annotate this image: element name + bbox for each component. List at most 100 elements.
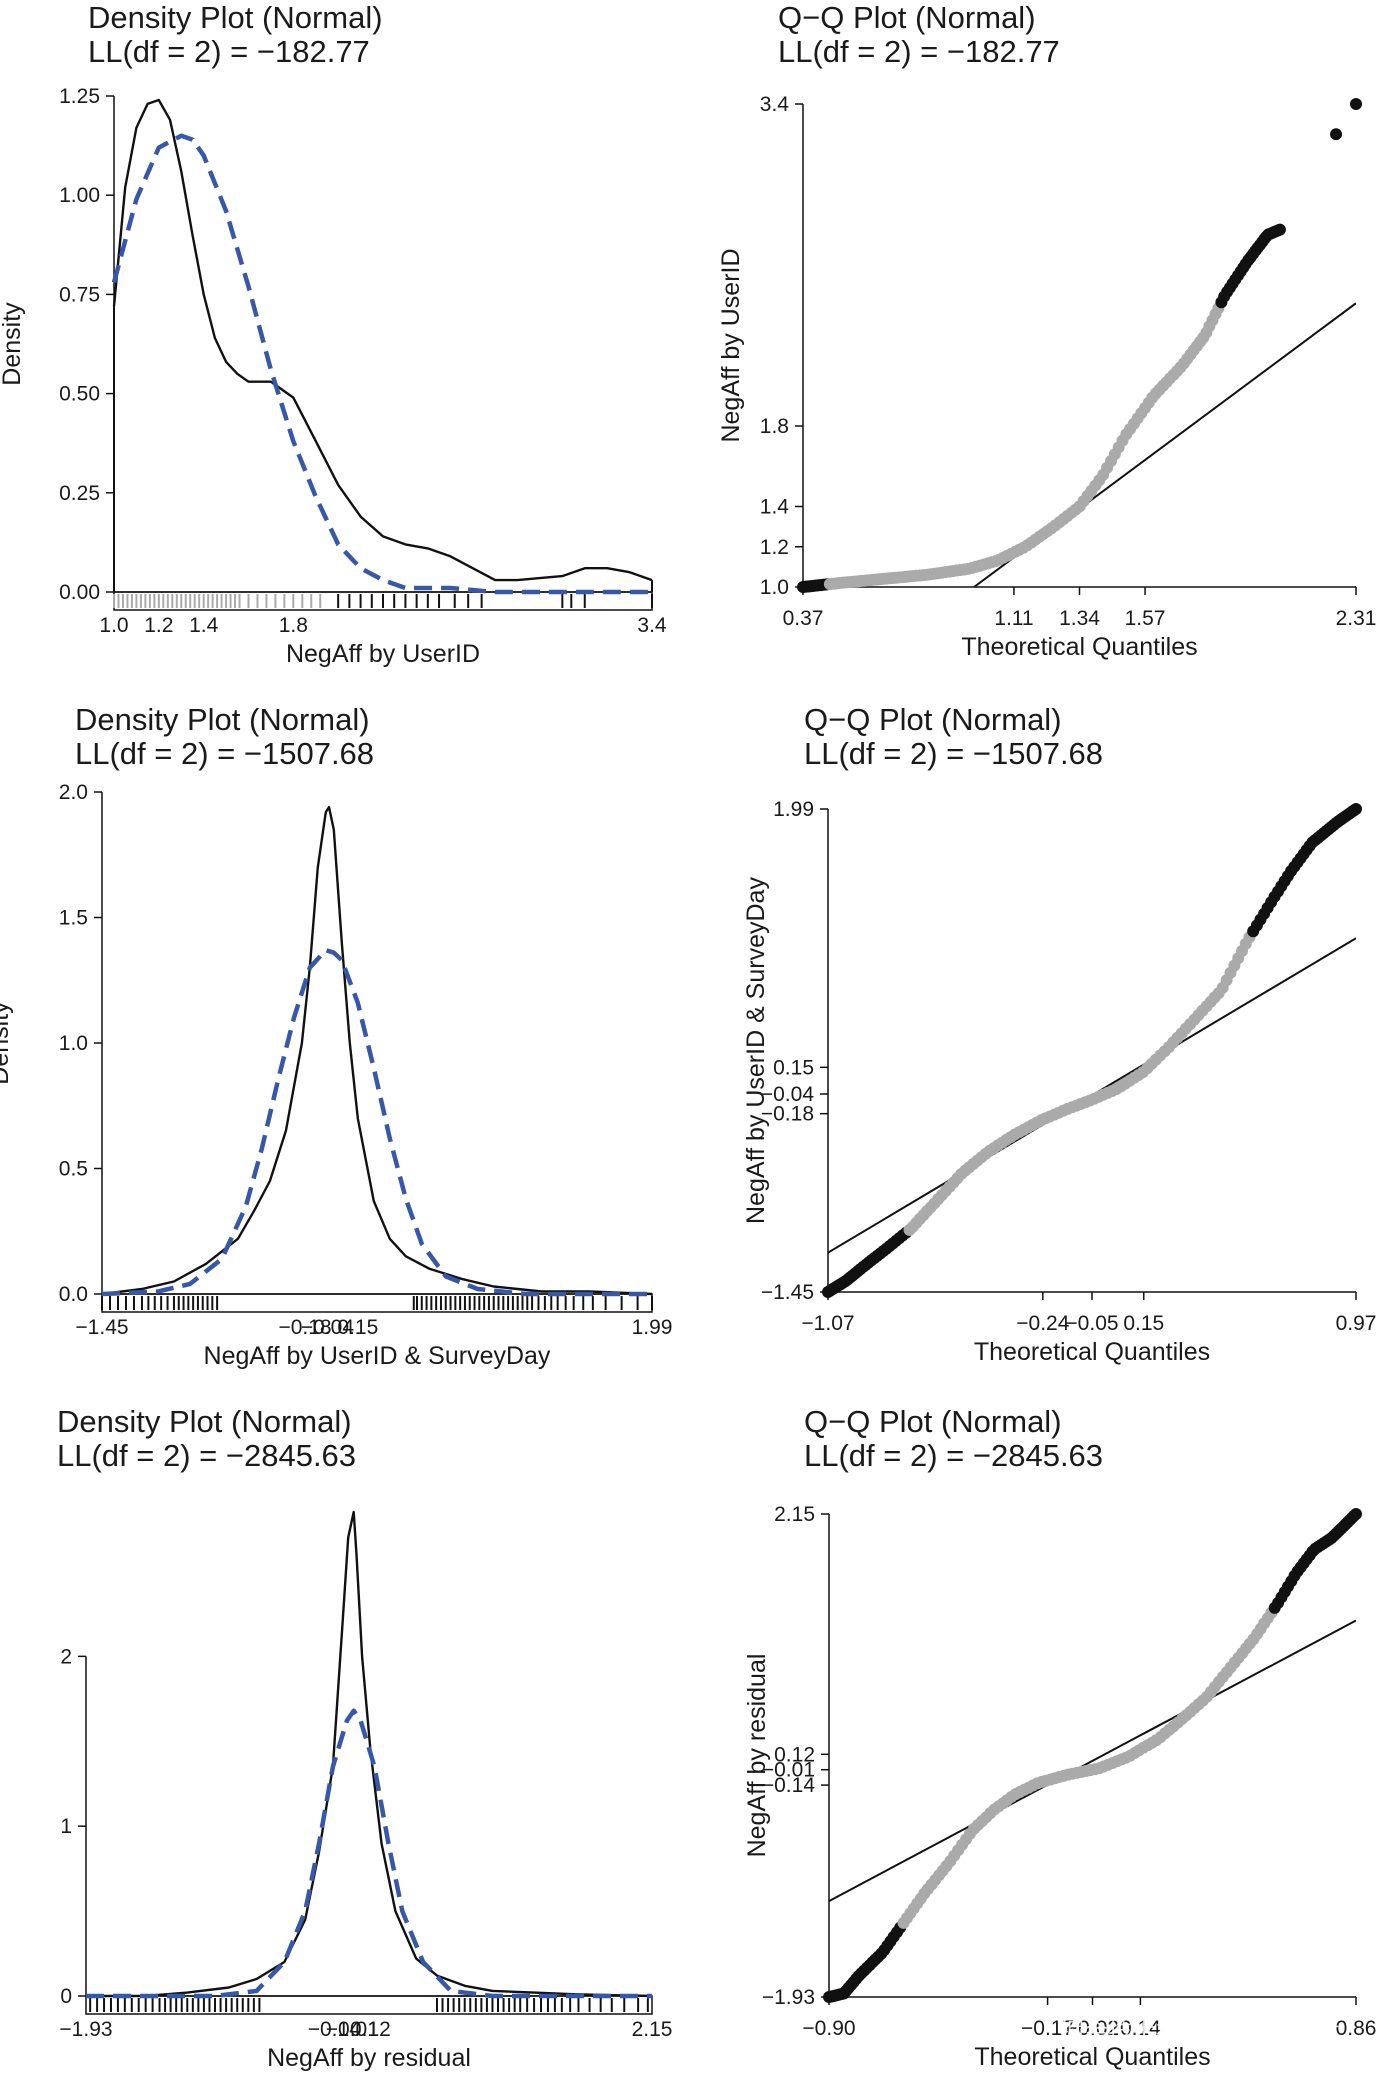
x-tick-label: 0.97 [1336, 1312, 1377, 1335]
chart-subtitle: LL(df = 2) = −2845.63 [57, 1438, 356, 1473]
x-tick-label: 1.34 [1059, 607, 1100, 630]
x-tick-label: 1.0 [99, 614, 128, 637]
x-tick-label: −0.17 [1021, 2017, 1074, 2040]
x-tick-label: 2.15 [632, 2018, 673, 2041]
x-tick-label: 0.15 [337, 1316, 378, 1339]
y-tick-label: 1.25 [59, 85, 100, 108]
y-tick-label: 1 [60, 1815, 72, 1838]
y-tick-label: −0.04 [761, 1083, 814, 1106]
panel-qq-1: Q−Q Plot (Normal)LL(df = 2) = −182.77 1.0… [717, 0, 1376, 661]
x-tick-label: 1.8 [279, 614, 308, 637]
y-axis-label: Density [0, 302, 26, 386]
chart-subtitle: LL(df = 2) = −1507.68 [75, 736, 374, 771]
y-tick-label: 1.2 [760, 536, 789, 559]
y-tick-label: 1.5 [59, 907, 88, 930]
x-tick-label: −0.04 [301, 1316, 354, 1339]
y-tick-label: 1.0 [760, 576, 789, 599]
normal-fit-curve [101, 947, 652, 1297]
chart-subtitle: LL(df = 2) = −1507.68 [804, 736, 1103, 771]
y-tick-label: 2.0 [59, 781, 88, 804]
x-tick-label: 1.2 [144, 614, 173, 637]
x-tick-label: 3.4 [637, 614, 667, 637]
chart-subtitle: LL(df = 2) = −2845.63 [804, 1438, 1103, 1473]
y-axis-label: Density [0, 1001, 14, 1085]
panel-density-1: Density Plot (Normal)LL(df = 2) = −182.7… [0, 0, 667, 668]
x-tick-label: 1.4 [189, 614, 219, 637]
y-axis-label: NegAff by residual [743, 1654, 771, 1858]
x-axis-label: NegAff by UserID & SurveyDay [204, 1342, 551, 1370]
qq-point [1350, 1508, 1362, 1520]
y-tick-label: 0.50 [59, 383, 100, 406]
chart-title: Q−Q Plot (Normal) [804, 702, 1062, 737]
x-tick-label: −1.93 [59, 2018, 112, 2041]
kernel-density-curve [101, 805, 653, 1296]
y-tick-label: −1.45 [761, 1281, 814, 1304]
y-tick-label: 0.25 [59, 482, 100, 505]
x-tick-label: −0.24 [1016, 1312, 1069, 1335]
y-tick-label: 1.99 [773, 798, 814, 821]
y-axis-label: NegAff by UserID & SurveyDay [742, 877, 770, 1224]
x-tick-label: 0.12 [350, 2018, 391, 2041]
y-tick-label: −0.14 [762, 1774, 815, 1797]
y-tick-label: −1.93 [762, 1986, 815, 2009]
qq-point [1330, 128, 1343, 141]
y-tick-label: 0.5 [59, 1158, 88, 1181]
x-axis-label: Theoretical Quantiles [974, 1338, 1210, 1366]
panel-density-3: Density Plot (Normal)LL(df = 2) = −2845.… [57, 1404, 673, 2072]
y-tick-label: 1.4 [760, 496, 790, 519]
qq-point [1273, 223, 1286, 236]
chart-subtitle: LL(df = 2) = −182.77 [778, 34, 1060, 69]
watermark-text: 掘金技术社区 @ 布客飞龙 [1060, 2018, 1339, 2046]
x-axis-label: Theoretical Quantiles [961, 633, 1197, 661]
y-axis-label: NegAff by UserID [717, 248, 745, 442]
y-tick-label: 0.15 [773, 1056, 814, 1079]
y-tick-label: −0.18 [761, 1103, 814, 1126]
x-tick-label: 0.15 [1123, 1312, 1164, 1335]
chart-title: Density Plot (Normal) [75, 702, 370, 737]
y-tick-label: 0.75 [59, 283, 100, 306]
kernel-density-curve [86, 1510, 653, 1998]
chart-title: Density Plot (Normal) [57, 1404, 352, 1439]
x-axis-label: NegAff by residual [267, 2044, 471, 2072]
y-tick-label: 0 [60, 1985, 72, 2008]
y-tick-label: −0.01 [762, 1759, 815, 1782]
x-tick-label: 1.11 [994, 607, 1033, 630]
y-tick-label: 1.0 [59, 1032, 88, 1055]
reference-line [829, 1619, 1356, 1902]
y-tick-label: 2 [60, 1645, 72, 1668]
x-tick-label: 0.86 [1336, 2017, 1377, 2040]
y-tick-label: 1.8 [760, 415, 789, 438]
x-tick-label: −1.45 [75, 1316, 128, 1339]
x-tick-label: −0.18 [278, 1316, 331, 1339]
x-tick-label: 0.14 [1120, 2017, 1161, 2040]
x-tick-label: 2.31 [1336, 607, 1377, 630]
qq-point [1350, 803, 1362, 815]
y-tick-label: 2.15 [774, 1503, 815, 1526]
chart-title: Density Plot (Normal) [88, 0, 383, 35]
x-tick-label: 0.37 [783, 607, 824, 630]
x-axis-label: NegAff by UserID [286, 640, 480, 668]
rug-frame [85, 1995, 653, 2015]
y-tick-label: 0.00 [59, 581, 100, 604]
panel-qq-2: Q−Q Plot (Normal)LL(df = 2) = −1507.68 −1… [742, 702, 1376, 1366]
chart-title: Q−Q Plot (Normal) [804, 1404, 1062, 1439]
panel-qq-3: Q−Q Plot (Normal)LL(df = 2) = −2845.63 −1… [743, 1404, 1376, 2071]
y-tick-label: 0.12 [774, 1743, 815, 1766]
x-tick-label: 1.99 [632, 1316, 673, 1339]
x-tick-label: −0.14 [308, 2018, 361, 2041]
x-tick-label: −0.01 [326, 2018, 379, 2041]
chart-subtitle: LL(df = 2) = −182.77 [88, 34, 370, 69]
qq-point [1350, 98, 1362, 110]
y-tick-label: 1.00 [59, 184, 100, 207]
x-tick-label: −0.02 [1066, 2017, 1119, 2040]
x-tick-label: −0.90 [802, 2017, 855, 2040]
panel-density-2: Density Plot (Normal)LL(df = 2) = −1507.… [0, 702, 672, 1370]
chart-title: Q−Q Plot (Normal) [778, 0, 1036, 35]
normal-fit-curve [86, 1708, 652, 1999]
y-tick-label: 3.4 [760, 93, 790, 116]
x-tick-label: −0.05 [1065, 1312, 1118, 1335]
x-tick-label: 1.57 [1125, 607, 1166, 630]
x-axis-label: Theoretical Quantiles [974, 2043, 1210, 2071]
kernel-density-curve [112, 98, 653, 582]
